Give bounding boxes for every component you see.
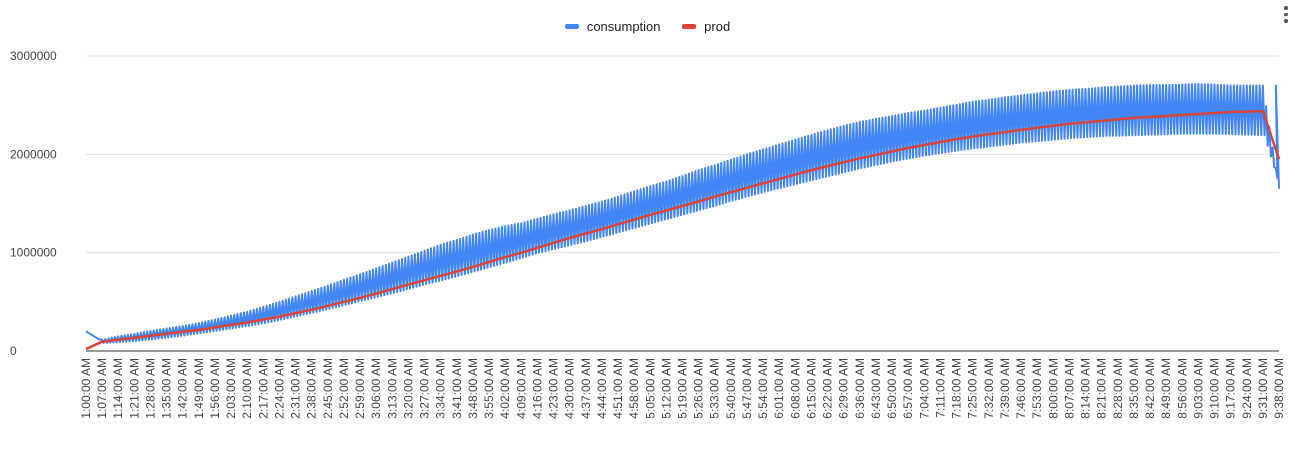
- x-tick-label: 5:33:00 AM: [708, 358, 722, 419]
- x-tick-label: 5:12:00 AM: [659, 358, 673, 419]
- x-tick-label: 4:37:00 AM: [579, 358, 593, 419]
- x-tick-label: 3:48:00 AM: [466, 358, 480, 419]
- x-tick-label: 1:35:00 AM: [160, 358, 174, 419]
- chart-legend: consumption prod: [0, 17, 1295, 34]
- x-tick-label: 7:32:00 AM: [982, 358, 996, 419]
- x-tick-label: 4:58:00 AM: [627, 358, 641, 419]
- x-tick-label: 1:28:00 AM: [143, 358, 157, 419]
- x-tick-label: 8:00:00 AM: [1046, 358, 1060, 419]
- series-line-consumption: [85, 83, 1280, 344]
- x-tick-label: 7:04:00 AM: [917, 358, 931, 419]
- x-tick-label: 8:28:00 AM: [1111, 358, 1125, 419]
- x-tick-label: 2:38:00 AM: [305, 358, 319, 419]
- x-tick-label: 5:47:00 AM: [740, 358, 754, 419]
- series-line-prod: [85, 109, 1281, 351]
- x-tick-label: 4:16:00 AM: [530, 358, 544, 419]
- x-tick-label: 4:09:00 AM: [514, 358, 528, 419]
- x-tick-label: 8:14:00 AM: [1079, 358, 1093, 419]
- x-tick-label: 5:05:00 AM: [643, 358, 657, 419]
- x-tick-label: 1:00:00 AM: [79, 358, 93, 419]
- x-tick-label: 6:22:00 AM: [821, 358, 835, 419]
- x-tick-label: 3:20:00 AM: [401, 358, 415, 419]
- x-tick-label: 6:57:00 AM: [901, 358, 915, 419]
- x-tick-label: 9:24:00 AM: [1240, 358, 1254, 419]
- x-tick-label: 6:01:00 AM: [772, 358, 786, 419]
- legend-label-consumption: consumption: [586, 19, 661, 34]
- x-tick-label: 4:23:00 AM: [547, 358, 561, 419]
- legend-swatch-prod: [682, 24, 697, 29]
- x-tick-label: 2:24:00 AM: [272, 358, 286, 419]
- x-tick-label: 7:11:00 AM: [933, 358, 947, 418]
- x-tick-label: 6:29:00 AM: [837, 358, 851, 419]
- x-tick-label: 9:10:00 AM: [1208, 358, 1222, 419]
- x-tick-label: 9:17:00 AM: [1224, 358, 1238, 419]
- x-tick-label: 8:35:00 AM: [1127, 358, 1141, 419]
- y-tick-label: 0: [10, 344, 17, 358]
- x-tick-label: 3:27:00 AM: [418, 358, 432, 419]
- x-tick-label: 6:43:00 AM: [869, 358, 883, 419]
- x-tick-label: 3:55:00 AM: [482, 358, 496, 419]
- x-tick-label: 5:40:00 AM: [724, 358, 738, 419]
- x-tick-label: 9:31:00 AM: [1256, 358, 1270, 419]
- x-tick-label: 4:44:00 AM: [595, 358, 609, 419]
- x-tick-label: 9:03:00 AM: [1191, 358, 1205, 419]
- x-tick-label: 5:26:00 AM: [692, 358, 706, 419]
- x-tick-label: 3:41:00 AM: [450, 358, 464, 419]
- x-tick-label: 2:52:00 AM: [337, 358, 351, 419]
- x-tick-label: 2:10:00 AM: [240, 358, 254, 419]
- legend-item-prod[interactable]: prod: [682, 19, 730, 34]
- x-tick-label: 8:07:00 AM: [1062, 358, 1076, 419]
- x-tick-label: 6:08:00 AM: [788, 358, 802, 419]
- x-tick-label: 5:19:00 AM: [676, 358, 690, 419]
- x-tick-label: 3:06:00 AM: [369, 358, 383, 419]
- x-tick-label: 6:50:00 AM: [885, 358, 899, 419]
- x-tick-label: 1:07:00 AM: [95, 358, 109, 419]
- x-tick-label: 2:45:00 AM: [321, 358, 335, 419]
- x-tick-label: 1:49:00 AM: [192, 358, 206, 419]
- x-tick-label: 2:59:00 AM: [353, 358, 367, 419]
- x-tick-label: 7:46:00 AM: [1014, 358, 1028, 419]
- x-tick-label: 7:25:00 AM: [966, 358, 980, 419]
- x-tick-label: 4:51:00 AM: [611, 358, 625, 419]
- x-tick-label: 1:14:00 AM: [111, 358, 125, 419]
- x-tick-label: 1:42:00 AM: [176, 358, 190, 419]
- x-tick-label: 2:03:00 AM: [224, 358, 238, 419]
- x-tick-label: 8:21:00 AM: [1095, 358, 1109, 419]
- x-tick-label: 6:36:00 AM: [853, 358, 867, 419]
- x-tick-label: 8:42:00 AM: [1143, 358, 1157, 419]
- x-tick-label: 2:31:00 AM: [289, 358, 303, 419]
- x-tick-label: 1:56:00 AM: [208, 358, 222, 419]
- x-tick-label: 9:38:00 AM: [1272, 358, 1286, 419]
- legend-item-consumption[interactable]: consumption: [564, 19, 661, 34]
- legend-label-prod: prod: [704, 19, 731, 34]
- x-tick-label: 8:49:00 AM: [1159, 358, 1173, 419]
- x-tick-label: 4:02:00 AM: [498, 358, 512, 419]
- x-tick-label: 7:18:00 AM: [950, 358, 964, 419]
- x-tick-label: 3:13:00 AM: [385, 358, 399, 419]
- x-tick-label: 7:39:00 AM: [998, 358, 1012, 419]
- legend-swatch-consumption: [564, 24, 579, 29]
- y-tick-label: 3000000: [10, 49, 57, 63]
- x-tick-label: 3:34:00 AM: [434, 358, 448, 419]
- x-tick-label: 2:17:00 AM: [256, 358, 270, 419]
- x-tick-label: 6:15:00 AM: [804, 358, 818, 419]
- x-tick-label: 1:21:00 AM: [127, 358, 141, 419]
- y-tick-label: 1000000: [10, 246, 57, 260]
- x-tick-label: 8:56:00 AM: [1175, 358, 1189, 419]
- y-tick-label: 2000000: [10, 147, 57, 161]
- more-options-icon[interactable]: [1281, 4, 1291, 28]
- x-tick-label: 7:53:00 AM: [1030, 358, 1044, 419]
- x-tick-label: 4:30:00 AM: [563, 358, 577, 419]
- x-tick-label: 5:54:00 AM: [756, 358, 770, 419]
